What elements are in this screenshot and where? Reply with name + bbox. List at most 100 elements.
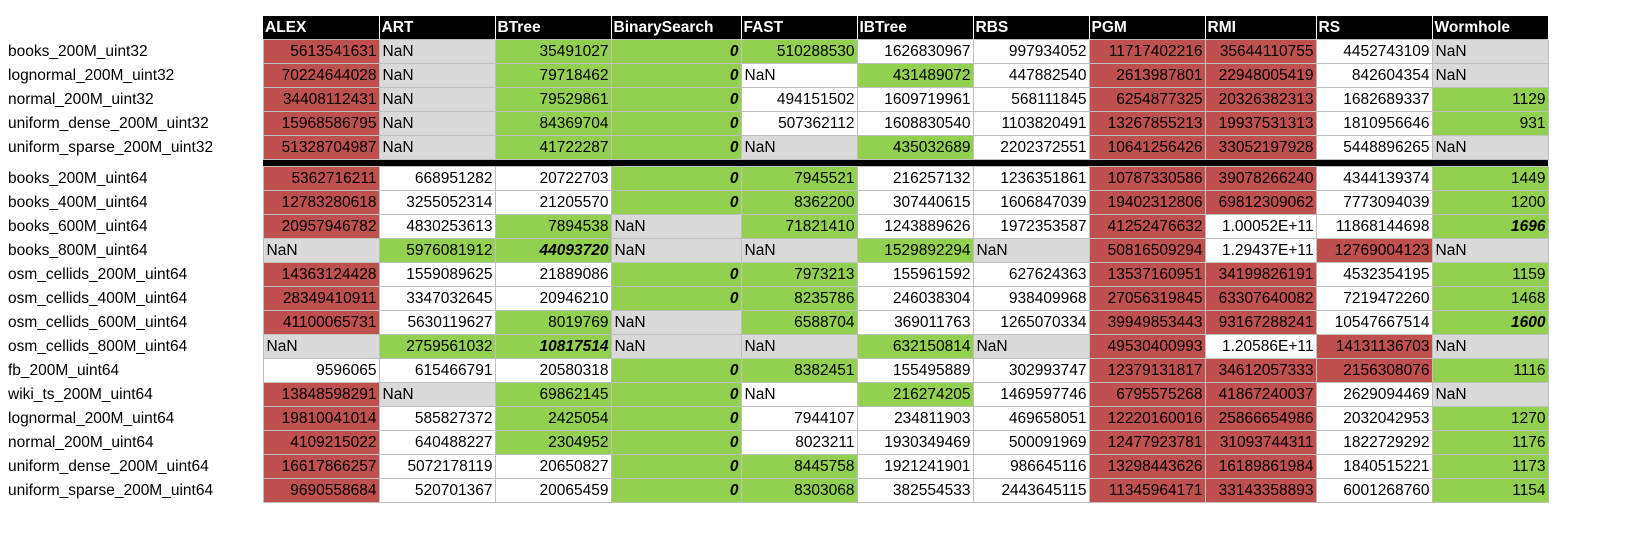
table-cell-pgm: 2613987801 xyxy=(1088,63,1206,88)
column-header-rmi: RMI xyxy=(1205,16,1317,40)
table-cell-rmi: 22948005419 xyxy=(1204,63,1317,88)
table-cell-alex: 28349410911 xyxy=(262,286,380,311)
row-label: books_600M_uint64 xyxy=(6,214,263,239)
table-cell-rmi: 1.29437E+11 xyxy=(1204,238,1317,263)
column-header-art: ART xyxy=(379,16,496,40)
group-separator xyxy=(6,159,1548,167)
table-cell-alex: 19810041014 xyxy=(262,406,380,431)
table-row: uniform_dense_200M_uint64 16617866257 5072… xyxy=(6,454,1549,479)
table-cell-fast: NaN xyxy=(740,135,858,160)
table-cell-fast: 8303068 xyxy=(740,478,858,503)
table-cell-rbs: 500091969 xyxy=(972,430,1090,455)
table-cell-btree: 7894538 xyxy=(494,214,612,239)
table-cell-rs: 4452743109 xyxy=(1315,39,1433,64)
table-cell-binarysearch: 0 xyxy=(610,87,742,112)
table-cell-rmi: 34199826191 xyxy=(1204,262,1317,287)
table-cell-art: NaN xyxy=(378,382,496,407)
table-cell-binarysearch: 0 xyxy=(610,111,742,136)
table-cell-rs: 11868144698 xyxy=(1315,214,1433,239)
table-cell-rs: 5448896265 xyxy=(1315,135,1433,160)
column-header-btree: BTree xyxy=(495,16,612,40)
table-cell-rs: 842604354 xyxy=(1315,63,1433,88)
table-cell-wormhole: 1696 xyxy=(1431,214,1549,239)
table-cell-rbs: NaN xyxy=(972,238,1090,263)
header-row: ALEX ART BTree BinarySearch FAST IBTree RBS PGM… xyxy=(6,16,1549,40)
row-label: books_800M_uint64 xyxy=(6,238,263,263)
table-cell-binarysearch: 0 xyxy=(610,382,742,407)
table-cell-art: NaN xyxy=(378,63,496,88)
table-cell-binarysearch: NaN xyxy=(610,214,742,239)
table-cell-rbs: 627624363 xyxy=(972,262,1090,287)
table-cell-btree: 21889086 xyxy=(494,262,612,287)
table-cell-fast: 8362200 xyxy=(740,190,858,215)
table-cell-pgm: 12220160016 xyxy=(1088,406,1206,431)
table-cell-btree: 44093720 xyxy=(494,238,612,263)
table-cell-rs: 4532354195 xyxy=(1315,262,1433,287)
row-label: uniform_sparse_200M_uint32 xyxy=(6,135,263,160)
table-cell-art: 668951282 xyxy=(378,166,496,191)
table-cell-alex: 51328704987 xyxy=(262,135,380,160)
table-cell-rbs: 302993747 xyxy=(972,358,1090,383)
table-row: uniform_sparse_200M_uint64 9690558684 5207… xyxy=(6,478,1549,503)
table-cell-ibtree: 155961592 xyxy=(856,262,974,287)
table-cell-art: 3347032645 xyxy=(378,286,496,311)
table-cell-ibtree: 246038304 xyxy=(856,286,974,311)
table-cell-ibtree: 307440615 xyxy=(856,190,974,215)
table-cell-binarysearch: 0 xyxy=(610,39,742,64)
table-cell-btree: 10817514 xyxy=(494,334,612,359)
table-cell-fast: 71821410 xyxy=(740,214,858,239)
table-cell-rmi: 93167288241 xyxy=(1204,310,1317,335)
table-cell-btree: 20650827 xyxy=(494,454,612,479)
column-header-ibtree: IBTree xyxy=(857,16,974,40)
separator-bar xyxy=(263,159,1548,167)
table-row: osm_cellids_600M_uint64 41100065731 563011… xyxy=(6,310,1549,335)
table-cell-rs: 1682689337 xyxy=(1315,87,1433,112)
table-cell-art: NaN xyxy=(378,87,496,112)
row-label: uniform_sparse_200M_uint64 xyxy=(6,478,263,503)
table-cell-binarysearch: 0 xyxy=(610,430,742,455)
table-cell-btree: 69862145 xyxy=(494,382,612,407)
row-label: osm_cellids_400M_uint64 xyxy=(6,286,263,311)
table-cell-art: 640488227 xyxy=(378,430,496,455)
table-cell-pgm: 50816509294 xyxy=(1088,238,1206,263)
table-cell-fast: 7944107 xyxy=(740,406,858,431)
table-cell-fast: NaN xyxy=(740,382,858,407)
table-cell-btree: 21205570 xyxy=(494,190,612,215)
table-cell-rmi: 41867240037 xyxy=(1204,382,1317,407)
table-cell-pgm: 6795575268 xyxy=(1088,382,1206,407)
table-cell-binarysearch: 0 xyxy=(610,478,742,503)
table-cell-ibtree: 216274205 xyxy=(856,382,974,407)
table-cell-rmi: 33143358893 xyxy=(1204,478,1317,503)
table-cell-binarysearch: 0 xyxy=(610,454,742,479)
row-label: osm_cellids_200M_uint64 xyxy=(6,262,263,287)
table-cell-alex: NaN xyxy=(262,238,380,263)
table-cell-alex: 4109215022 xyxy=(262,430,380,455)
table-cell-binarysearch: 0 xyxy=(610,135,742,160)
table-cell-rs: 14131136703 xyxy=(1315,334,1433,359)
table-cell-binarysearch: 0 xyxy=(610,166,742,191)
table-cell-pgm: 41252476632 xyxy=(1088,214,1206,239)
table-cell-pgm: 10641256426 xyxy=(1088,135,1206,160)
table-cell-wormhole: NaN xyxy=(1431,63,1549,88)
table-cell-pgm: 13298443626 xyxy=(1088,454,1206,479)
table-cell-alex: NaN xyxy=(262,334,380,359)
table-cell-ibtree: 155495889 xyxy=(856,358,974,383)
table-cell-alex: 9690558684 xyxy=(262,478,380,503)
table-cell-btree: 20722703 xyxy=(494,166,612,191)
row-label: books_200M_uint32 xyxy=(6,39,263,64)
table-cell-rbs: 1469597746 xyxy=(972,382,1090,407)
table-cell-alex: 5362716211 xyxy=(262,166,380,191)
table-cell-wormhole: 1468 xyxy=(1431,286,1549,311)
table-cell-rs: 1810956646 xyxy=(1315,111,1433,136)
header-corner xyxy=(6,16,263,40)
table-cell-rs: 12769004123 xyxy=(1315,238,1433,263)
table-row: books_600M_uint64 20957946782 4830253613 78… xyxy=(6,214,1549,239)
table-cell-alex: 13848598291 xyxy=(262,382,380,407)
table-cell-art: 5630119627 xyxy=(378,310,496,335)
table-cell-pgm: 12379131817 xyxy=(1088,358,1206,383)
column-header-rs: RS xyxy=(1316,16,1433,40)
table-cell-alex: 14363124428 xyxy=(262,262,380,287)
table-cell-rmi: 34612057333 xyxy=(1204,358,1317,383)
table-row: books_400M_uint64 12783280618 3255052314 21… xyxy=(6,190,1549,215)
table-cell-ibtree: 1243889626 xyxy=(856,214,974,239)
